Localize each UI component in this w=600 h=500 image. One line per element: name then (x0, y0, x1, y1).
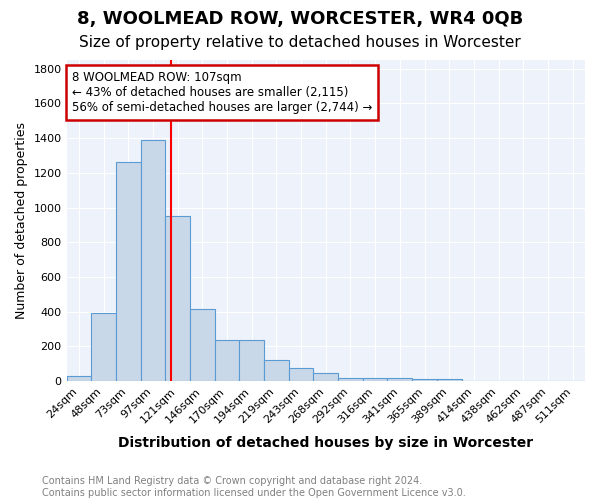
Text: 8 WOOLMEAD ROW: 107sqm
← 43% of detached houses are smaller (2,115)
56% of semi-: 8 WOOLMEAD ROW: 107sqm ← 43% of detached… (72, 71, 372, 114)
Bar (437, 379, 461, 381)
Bar (239, 340, 264, 381)
Bar (140, 140, 165, 381)
Bar (67, 376, 91, 381)
Bar (264, 360, 289, 381)
Y-axis label: Number of detached properties: Number of detached properties (15, 122, 28, 319)
Bar (91, 312, 116, 381)
Text: 8, WOOLMEAD ROW, WORCESTER, WR4 0QB: 8, WOOLMEAD ROW, WORCESTER, WR4 0QB (77, 10, 523, 28)
X-axis label: Distribution of detached houses by size in Worcester: Distribution of detached houses by size … (118, 436, 533, 450)
Bar (116, 162, 140, 381)
Bar (215, 340, 239, 381)
Bar (363, 378, 388, 381)
Bar (289, 368, 313, 381)
Bar (165, 216, 190, 381)
Bar (190, 309, 215, 381)
Text: Size of property relative to detached houses in Worcester: Size of property relative to detached ho… (79, 35, 521, 50)
Bar (412, 378, 437, 381)
Text: Contains HM Land Registry data © Crown copyright and database right 2024.
Contai: Contains HM Land Registry data © Crown c… (42, 476, 466, 498)
Bar (313, 373, 338, 381)
Bar (388, 378, 412, 381)
Bar (338, 378, 363, 381)
